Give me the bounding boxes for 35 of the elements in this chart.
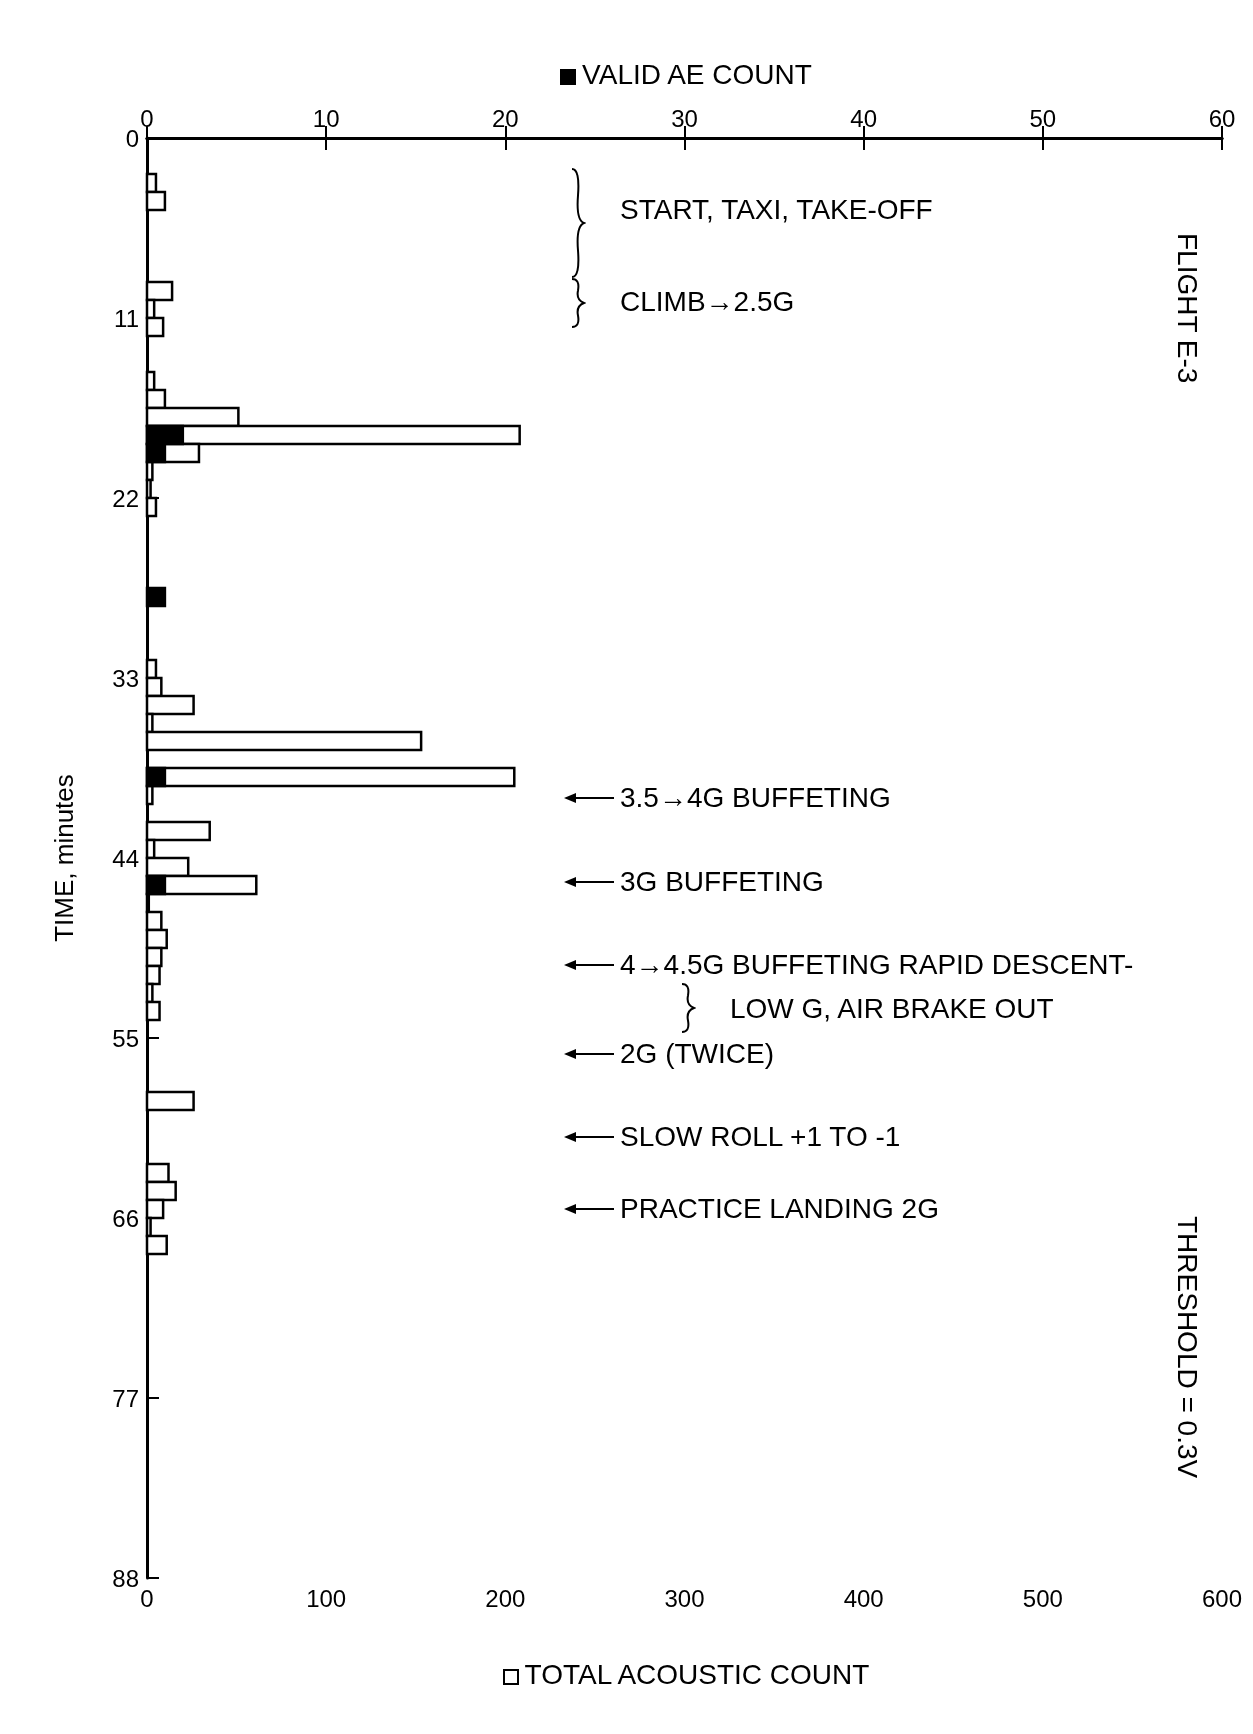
annotation: LOW G, AIR BRAKE OUT [730, 992, 1054, 1026]
annotation: SLOW ROLL +1 TO -1 [620, 1120, 901, 1154]
y-tick-label: 33 [112, 664, 139, 692]
y-tick-label: 44 [112, 844, 139, 872]
x-axis-title: TOTAL ACOUSTIC COUNT [524, 1659, 870, 1690]
annotation: THRESHOLD = 0.3V [1171, 1215, 1203, 1478]
y-tick-label: 77 [112, 1384, 139, 1412]
x-tick-label: 400 [843, 1584, 884, 1612]
annotation: 3G BUFFETING [620, 865, 824, 899]
x-tick-label: 100 [306, 1584, 347, 1612]
x2-tick-label: 10 [312, 104, 340, 132]
x2-axis-title: VALID AE COUNT [582, 59, 812, 90]
y-tick-label: 11 [114, 304, 139, 332]
annotation: PRACTICE LANDING 2G [620, 1192, 939, 1226]
y-tick-label: 55 [112, 1024, 139, 1052]
annotation: START, TAXI, TAKE-OFF [620, 193, 933, 227]
annotation: 2G (TWICE) [620, 1037, 774, 1071]
annotation: 4→4.5G BUFFETING RAPID DESCENT- [620, 948, 1134, 982]
x-tick-label: 300 [664, 1584, 705, 1612]
x-tick-label: 200 [485, 1584, 526, 1612]
y-tick-label: 22 [112, 484, 139, 512]
x2-tick-label: 30 [671, 104, 698, 132]
x2-tick-label: 40 [850, 104, 877, 132]
x2-tick-label: 50 [1029, 104, 1057, 132]
x2-tick-label: 60 [1208, 104, 1236, 132]
y-tick-label: 88 [112, 1564, 139, 1592]
annotation: CLIMB→2.5G [620, 285, 795, 319]
annotation: FLIGHT E-3 [1171, 233, 1203, 384]
x-tick-label: 600 [1201, 1584, 1242, 1612]
x-tick-label: 500 [1022, 1584, 1063, 1612]
y-tick-label: 66 [112, 1204, 139, 1232]
annotation: 3.5→4G BUFFETING [620, 781, 891, 815]
y-axis-title: TIME, minutes [49, 774, 79, 942]
x2-tick-label: 20 [491, 104, 519, 132]
y-tick-label: 0 [125, 124, 139, 152]
